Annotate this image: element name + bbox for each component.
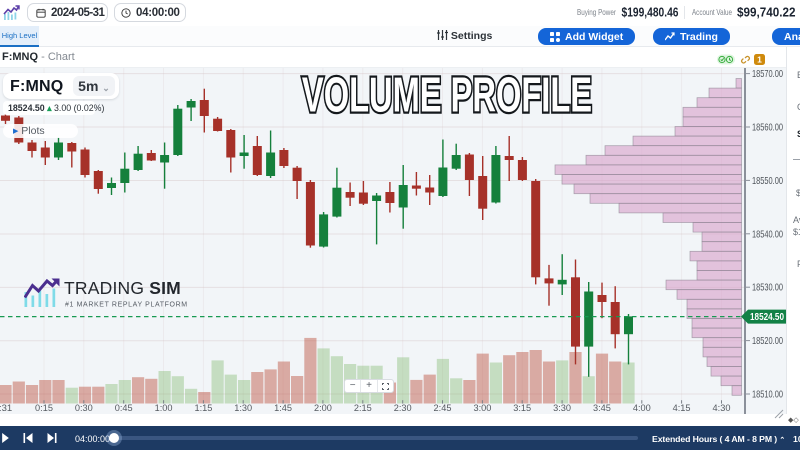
svg-text:0:15: 0:15 (35, 403, 53, 413)
svg-text:1:00: 1:00 (155, 403, 173, 413)
svg-text:Buying Power: Buying Power (577, 7, 616, 17)
svg-text:18524.50: 18524.50 (750, 312, 784, 323)
svg-text:4:30: 4:30 (713, 403, 731, 413)
svg-text:3:45: 3:45 (593, 403, 611, 413)
svg-text:$199,480.46: $199,480.46 (622, 6, 679, 20)
svg-text:2:15: 2:15 (354, 403, 372, 413)
svg-text:3:30: 3:30 (553, 403, 571, 413)
svg-text:2:45: 2:45 (434, 403, 452, 413)
svg-text:1:30: 1:30 (234, 403, 252, 413)
svg-text:3:15: 3:15 (513, 403, 531, 413)
svg-text:Account Value: Account Value (692, 7, 732, 17)
svg-text:1:45: 1:45 (274, 403, 292, 413)
svg-text:18540.00: 18540.00 (752, 228, 783, 240)
svg-text:0:30: 0:30 (75, 403, 93, 413)
svg-text:4:00: 4:00 (633, 403, 651, 413)
svg-text:2:30: 2:30 (394, 403, 412, 413)
svg-text:1:15: 1:15 (194, 403, 212, 413)
svg-text:18520.00: 18520.00 (752, 335, 783, 347)
svg-text:$99,740.22: $99,740.22 (737, 6, 796, 20)
svg-text:18530.00: 18530.00 (752, 282, 783, 294)
svg-text:3:00: 3:00 (473, 403, 491, 413)
svg-text:1: 1 (757, 55, 762, 65)
svg-text:4:15: 4:15 (673, 403, 691, 413)
svg-text:18510.00: 18510.00 (752, 389, 783, 401)
svg-text:18550.00: 18550.00 (752, 175, 783, 187)
svg-text:2:00: 2:00 (314, 403, 332, 413)
svg-text:#1 MARKET REPLAY PLATFORM: #1 MARKET REPLAY PLATFORM (65, 302, 188, 309)
svg-text::31: :31 (0, 403, 12, 414)
svg-text:18570.00: 18570.00 (752, 68, 783, 80)
svg-text:18560.00: 18560.00 (752, 122, 783, 134)
svg-text:0:45: 0:45 (115, 403, 133, 413)
svg-text:TRADING SIM: TRADING SIM (64, 278, 181, 298)
